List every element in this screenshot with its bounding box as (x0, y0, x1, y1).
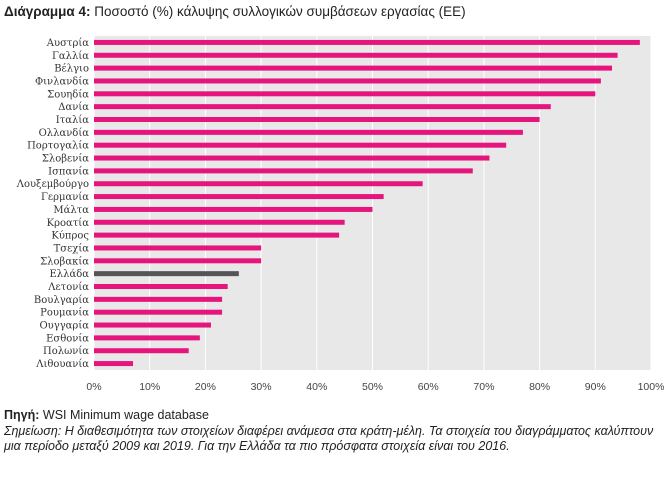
bar (94, 232, 340, 238)
x-tick-label: 40% (306, 381, 327, 393)
bar (94, 284, 228, 289)
bar (94, 39, 640, 45)
category-label: Ουγγαρία (39, 321, 89, 332)
category-label: Δανία (58, 102, 89, 113)
category-label: Πορτογαλία (27, 141, 89, 152)
category-label: Ολλανδία (39, 128, 90, 139)
chart-title: Διάγραμμα 4: Ποσοστό (%) κάλυψης συλλογι… (4, 4, 466, 19)
bar (94, 155, 490, 161)
bar (94, 65, 613, 71)
x-tick-label: 60% (418, 381, 439, 393)
category-label: Ισπανία (48, 166, 89, 177)
category-label: Λετονία (47, 282, 89, 293)
x-tick-label: 10% (139, 381, 160, 393)
category-label: Ελλάδα (49, 269, 89, 280)
category-label: Αυστρία (46, 38, 89, 49)
chart-title-prefix: Διάγραμμα 4: (4, 4, 91, 19)
bar (94, 348, 189, 354)
category-label: Εσθονία (46, 333, 89, 344)
source-text: WSI Minimum wage database (39, 408, 209, 422)
category-label: Λιθουανία (35, 359, 89, 370)
category-label: Κροατία (47, 218, 90, 229)
x-tick-label: 80% (529, 381, 550, 393)
x-tick-label: 0% (86, 381, 101, 393)
bar (94, 117, 540, 122)
category-label: Σλοβενία (42, 154, 89, 165)
bar (94, 168, 473, 174)
x-tick-label: 100% (638, 381, 665, 393)
category-label: Γερμανία (41, 192, 89, 203)
note-text: Σημείωση: Η διαθεσιμότητα των στοιχείων … (4, 423, 654, 454)
chart-footer: Πηγή: WSI Minimum wage database Σημείωση… (4, 408, 664, 455)
category-label: Λουξεμβούργο (16, 179, 89, 190)
category-label: Ρουμανία (40, 308, 89, 319)
bar (94, 258, 262, 264)
bar (94, 129, 523, 135)
x-tick-label: 30% (251, 381, 272, 393)
bar (94, 104, 551, 110)
bar (94, 219, 345, 225)
bar (94, 194, 384, 200)
bar (94, 361, 133, 367)
source-label: Πηγή: (4, 408, 40, 422)
bar (94, 296, 223, 302)
bar (94, 78, 601, 84)
bar (94, 322, 211, 328)
category-label: Σλοβακία (40, 256, 89, 267)
bar (94, 335, 200, 341)
category-label: Πολωνία (43, 346, 89, 357)
category-label: Τσεχία (54, 243, 90, 254)
x-tick-label: 20% (195, 381, 216, 393)
category-label: Βουλγαρία (34, 295, 89, 306)
x-tick-label: 50% (362, 381, 383, 393)
bar (94, 271, 239, 277)
source-line: Πηγή: WSI Minimum wage database (4, 408, 664, 424)
category-label: Μάλτα (53, 205, 89, 216)
x-tick-label: 70% (473, 381, 494, 393)
category-label: Κύπρος (51, 231, 89, 242)
x-tick-label: 90% (585, 381, 606, 393)
chart-title-text: Ποσοστό (%) κάλυψης συλλογικών συμβάσεων… (94, 4, 466, 19)
category-label: Βέλγιο (54, 64, 89, 75)
bar (94, 181, 423, 187)
bar (94, 52, 618, 58)
bar (94, 91, 596, 97)
category-label: Ιταλία (56, 115, 89, 126)
bar (94, 142, 507, 148)
category-label: Φινλανδία (35, 76, 89, 87)
bar (94, 206, 373, 212)
bar (94, 309, 223, 315)
bar (94, 245, 262, 251)
category-label: Γαλλία (52, 51, 89, 62)
category-label: Σουηδία (47, 89, 89, 100)
